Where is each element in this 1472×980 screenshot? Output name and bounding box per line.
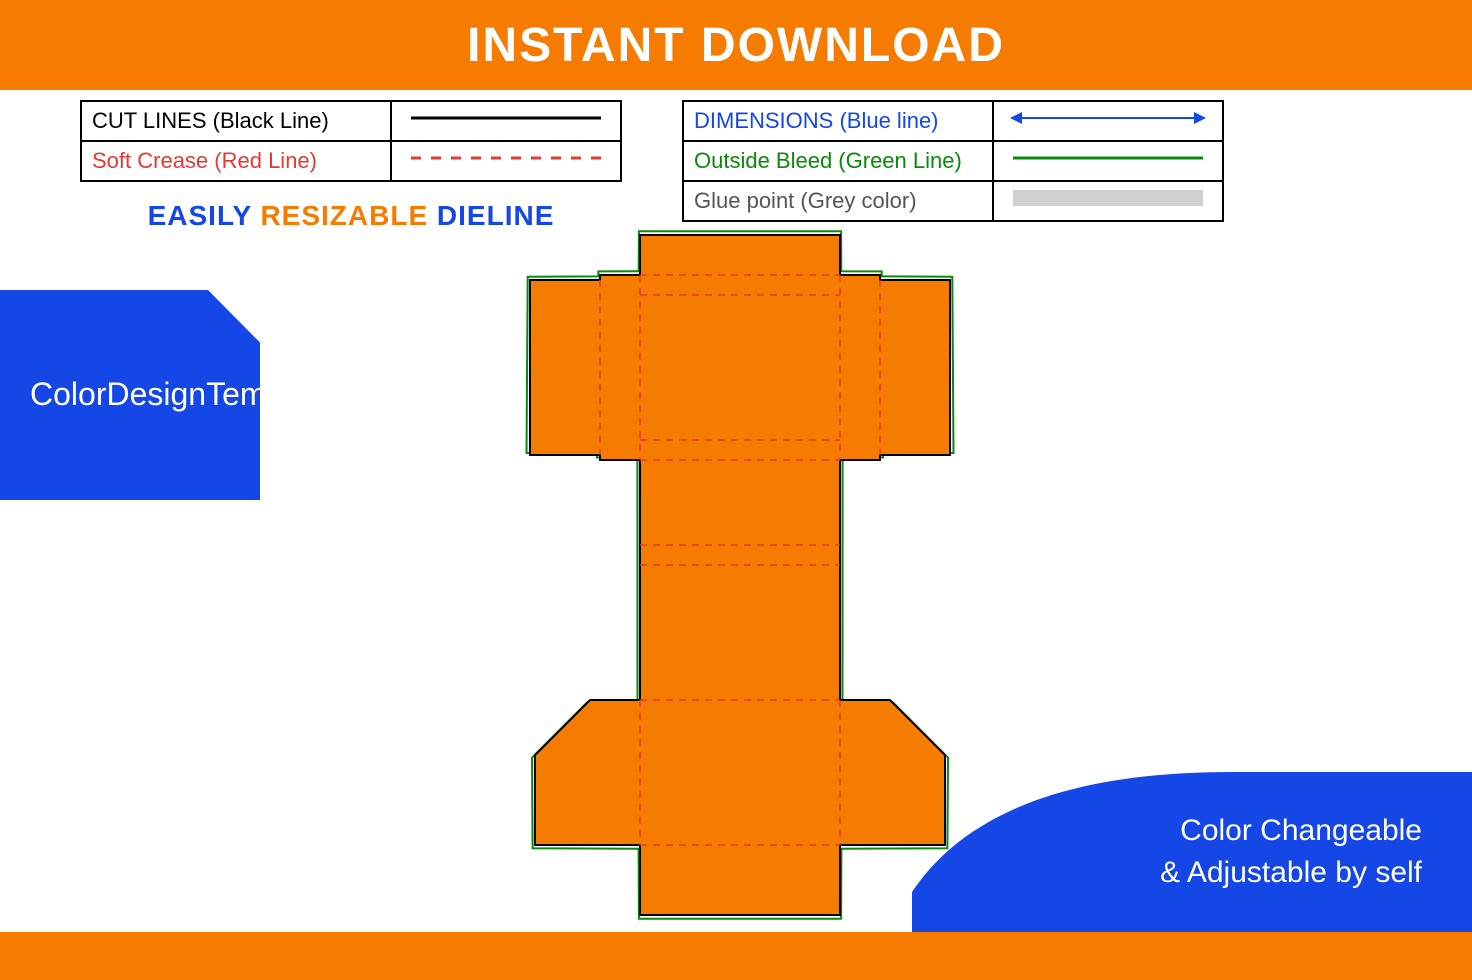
tagline-part: RESIZABLE: [260, 200, 436, 231]
legend-label: Outside Bleed (Green Line): [683, 141, 993, 181]
left-badge-line: Color: [30, 374, 106, 416]
legend-left-table: CUT LINES (Black Line)Soft Crease (Red L…: [80, 100, 622, 182]
legend-right-table: DIMENSIONS (Blue line) Outside Bleed (Gr…: [682, 100, 1224, 222]
tagline-part: EASILY: [148, 200, 261, 231]
legend-sample: [391, 101, 621, 141]
left-badge-line: Template: [206, 374, 336, 416]
legend-left-block: CUT LINES (Black Line)Soft Crease (Red L…: [80, 100, 622, 232]
bottom-bar: [0, 932, 1472, 980]
header-bar: INSTANT DOWNLOAD: [0, 0, 1472, 90]
legend-row: CUT LINES (Black Line)Soft Crease (Red L…: [0, 90, 1472, 232]
right-badge: Color Changeable& Adjustable by self: [912, 772, 1472, 932]
legend-sample: [993, 101, 1223, 141]
left-badge: ColorDesignTemplate: [0, 290, 260, 500]
legend-row-item: Soft Crease (Red Line): [81, 141, 621, 181]
legend-label: Soft Crease (Red Line): [81, 141, 391, 181]
left-badge-line: Design: [106, 374, 206, 416]
legend-row-item: Glue point (Grey color): [683, 181, 1223, 221]
right-badge-line: Color Changeable: [1180, 810, 1422, 852]
legend-row-item: DIMENSIONS (Blue line): [683, 101, 1223, 141]
legend-label: DIMENSIONS (Blue line): [683, 101, 993, 141]
header-title: INSTANT DOWNLOAD: [467, 18, 1005, 73]
right-badge-line: & Adjustable by self: [1160, 852, 1422, 894]
legend-right-block: DIMENSIONS (Blue line) Outside Bleed (Gr…: [682, 100, 1224, 232]
legend-label: Glue point (Grey color): [683, 181, 993, 221]
legend-label: CUT LINES (Black Line): [81, 101, 391, 141]
legend-sample: [391, 141, 621, 181]
legend-row-item: Outside Bleed (Green Line): [683, 141, 1223, 181]
legend-row-item: CUT LINES (Black Line): [81, 101, 621, 141]
legend-sample: [993, 141, 1223, 181]
legend-sample: [993, 181, 1223, 221]
